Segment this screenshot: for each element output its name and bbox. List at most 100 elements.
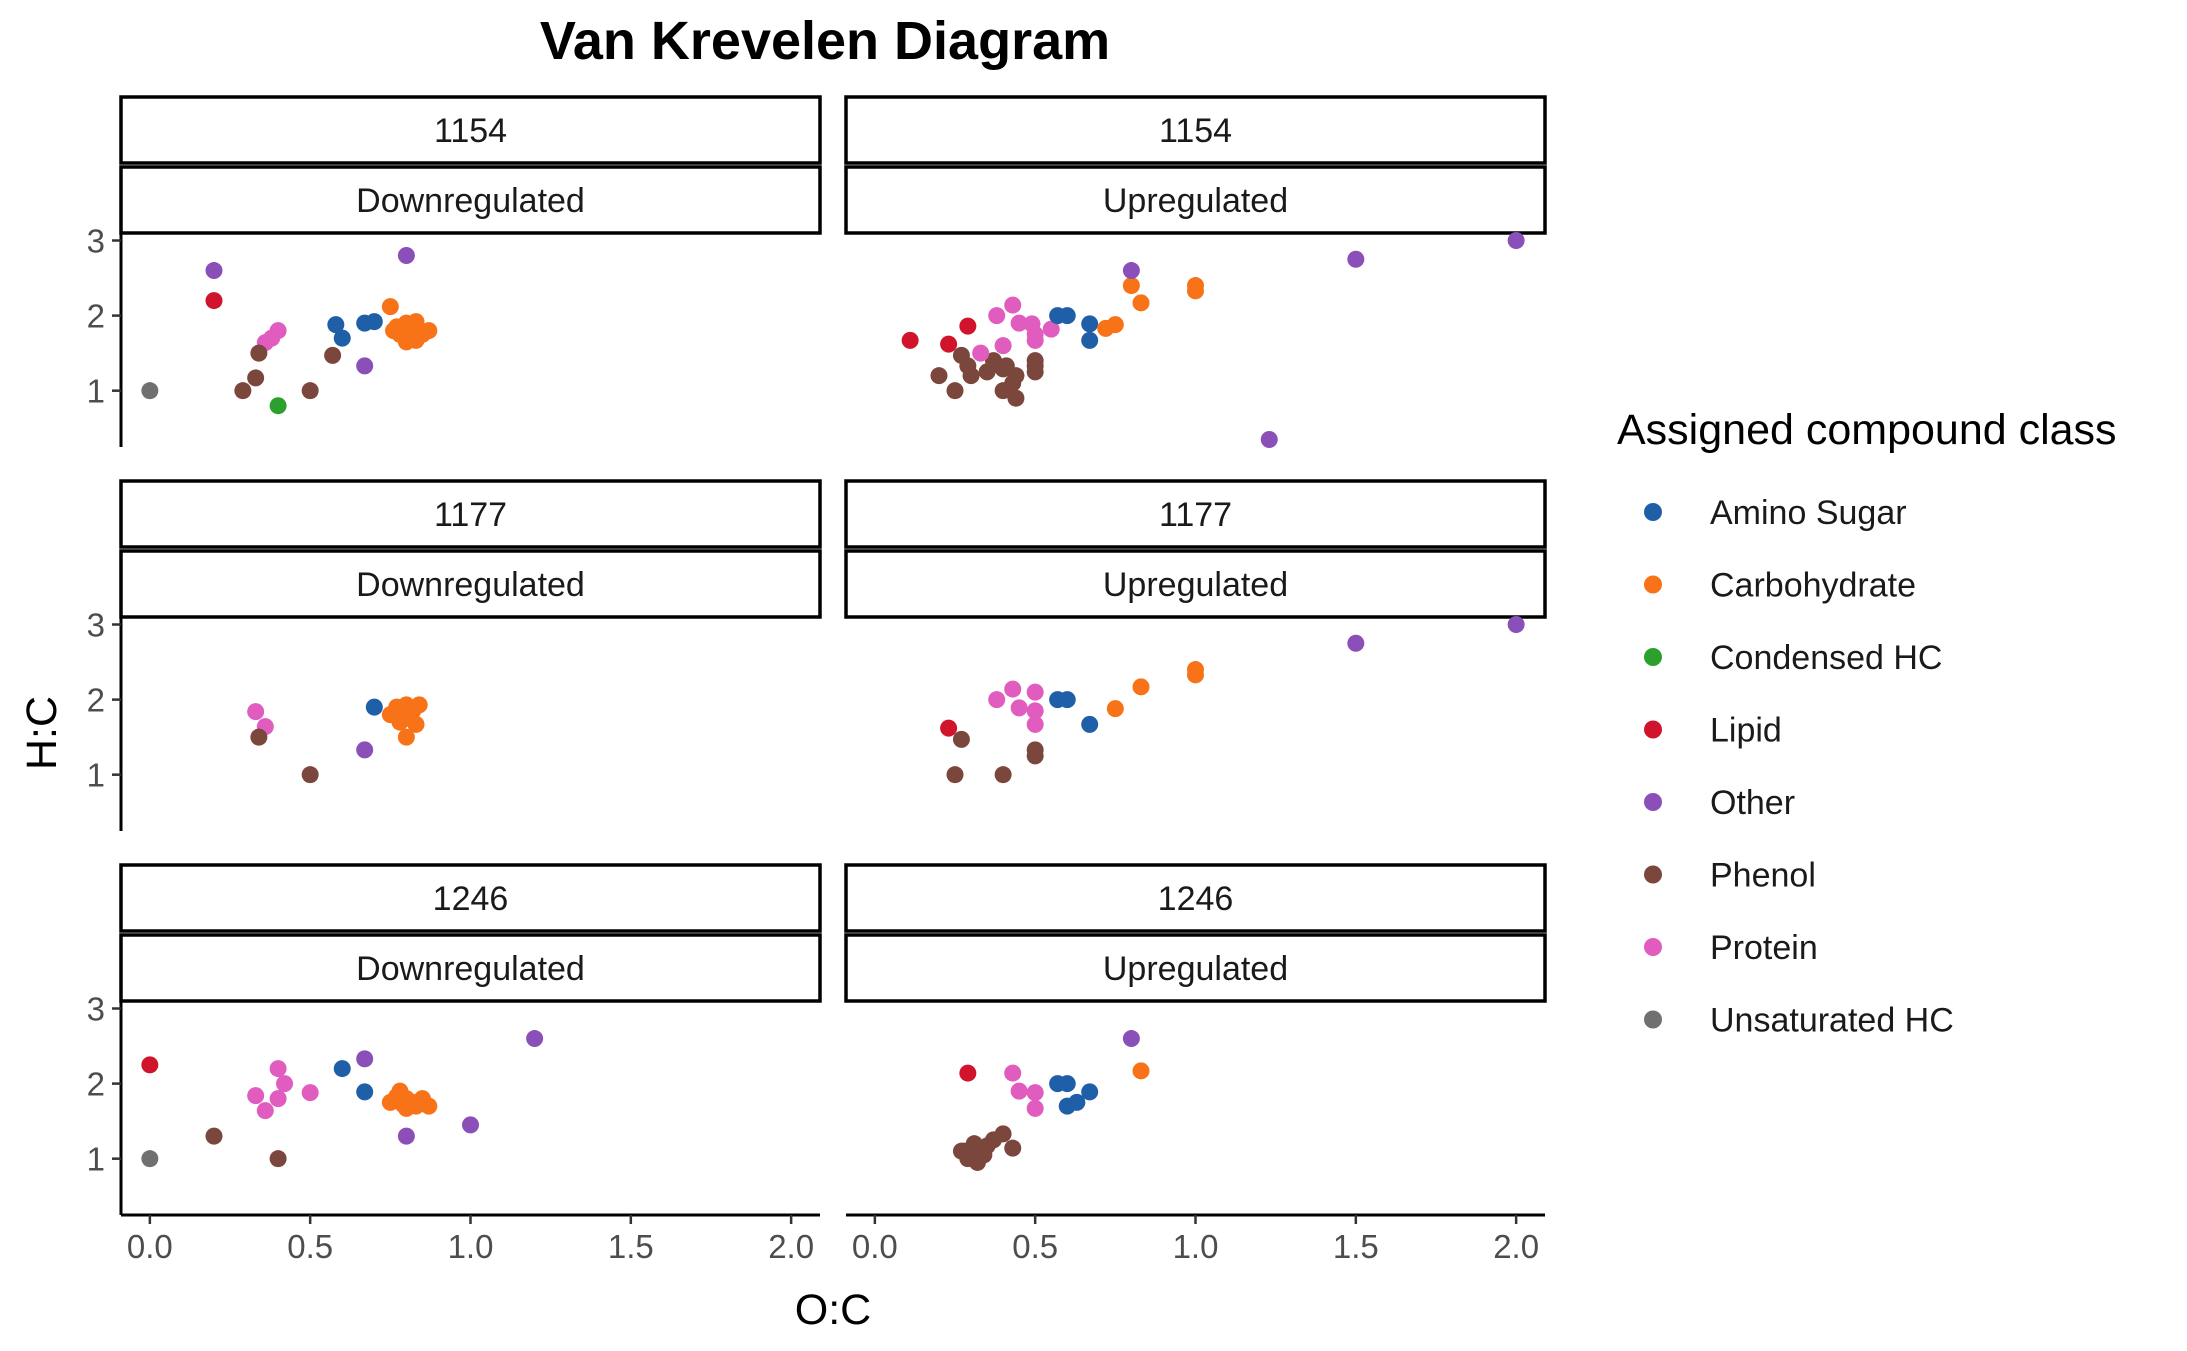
legend-key-amino-sugar (1644, 503, 1662, 521)
facet-strip-top (844, 479, 1547, 549)
legend-key-phenol (1644, 865, 1662, 884)
data-point-carbohydrate (394, 1096, 412, 1114)
data-point-carbohydrate (420, 322, 438, 340)
facet-strip-bottom (119, 549, 822, 619)
facet-panel: 1246 Downregulated 1 2 3 0.0 0.5 1.0 1.5 2.0 (87, 863, 822, 1265)
data-point-other (356, 357, 374, 375)
data-point-carbohydrate (1132, 294, 1150, 312)
data-point-phenol (930, 367, 948, 385)
data-point-phenol (1026, 747, 1044, 765)
x-tick-label: 1.5 (608, 1228, 654, 1265)
data-point-phenol (946, 766, 964, 784)
data-point-amino-sugar (1081, 315, 1099, 333)
data-point-phenol (234, 382, 252, 400)
data-point-carbohydrate (381, 298, 399, 316)
data-point-carbohydrate (410, 696, 428, 714)
facet-strip-bottom-label: Upregulated (1103, 950, 1288, 988)
facet-strip-bottom-label: Downregulated (356, 566, 585, 604)
facet-strip-bottom (844, 933, 1547, 1003)
data-point-protein (988, 307, 1006, 325)
data-point-protein (256, 1102, 274, 1120)
facet-panel: 1177 Upregulated (844, 479, 1547, 784)
facet-strip-bottom-label: Upregulated (1103, 566, 1288, 604)
data-point-protein (301, 1084, 319, 1102)
legend: Assigned compound class Amino Sugar Carbo… (1617, 406, 2117, 1040)
data-point-carbohydrate (1187, 282, 1204, 300)
legend-label: Condensed HC (1710, 639, 1942, 677)
data-point-other (1347, 634, 1365, 652)
data-point-protein (1010, 314, 1028, 332)
data-point-protein (269, 1060, 287, 1078)
data-point-carbohydrate (407, 715, 425, 733)
data-point-carbohydrate (397, 728, 415, 746)
data-point-phenol (269, 1150, 287, 1168)
facet-strip-top-label: 1154 (1159, 112, 1232, 150)
data-point-other (1122, 262, 1140, 280)
facet-panels: 1154 Downregulated 1 2 3 1154 Upregulated 1177 D… (87, 95, 1547, 1265)
facet-strip-top-label: 1246 (433, 880, 509, 918)
data-point-phenol (994, 766, 1012, 784)
legend-label: Other (1710, 784, 1795, 822)
facet-strip-top-label: 1246 (1158, 880, 1234, 918)
data-point-carbohydrate (407, 331, 425, 349)
y-tick-label: 2 (87, 682, 105, 719)
data-point-carbohydrate (1187, 666, 1204, 684)
data-point-other (1347, 250, 1365, 268)
data-point-protein (1010, 1082, 1028, 1100)
data-point-carbohydrate (1106, 316, 1124, 334)
data-point-protein (1042, 320, 1060, 338)
data-point-carbohydrate (1122, 277, 1140, 295)
data-point-lipid (959, 1064, 977, 1082)
data-point-phenol (1026, 352, 1044, 370)
data-point-amino-sugar (356, 1083, 374, 1101)
data-point-phenol (946, 382, 964, 400)
data-point-amino-sugar (365, 698, 383, 716)
legend-label: Protein (1710, 929, 1818, 967)
data-point-unsaturated-hc (141, 1150, 159, 1168)
legend-label: Unsaturated HC (1710, 1002, 1954, 1040)
facet-strip-bottom-label: Downregulated (356, 950, 585, 988)
x-tick-label: 2.0 (1493, 1228, 1539, 1265)
data-point-lipid (205, 292, 223, 310)
x-tick-label: 1.0 (448, 1228, 494, 1265)
data-point-protein (263, 329, 281, 347)
data-point-carbohydrate (407, 313, 425, 331)
legend-label: Carbohydrate (1710, 567, 1916, 605)
data-point-protein (1026, 325, 1044, 343)
data-point-amino-sugar (1058, 691, 1076, 709)
data-point-phenol (994, 1125, 1012, 1143)
data-point-protein (1026, 683, 1044, 701)
data-point-carbohydrate (388, 318, 406, 336)
legend-key-protein (1644, 938, 1662, 956)
data-point-amino-sugar (1081, 331, 1099, 349)
facet-strip-bottom-label: Upregulated (1103, 182, 1288, 220)
data-point-protein (1026, 1084, 1044, 1102)
data-point-lipid (141, 1056, 159, 1074)
data-point-amino-sugar (1068, 1093, 1086, 1111)
facet-strip-top-label: 1177 (1159, 496, 1232, 534)
data-point-amino-sugar (1081, 1083, 1099, 1101)
data-point-lipid (940, 719, 958, 737)
data-point-protein (247, 1087, 265, 1105)
legend-label: Amino Sugar (1710, 494, 1907, 532)
x-tick-label: 0.5 (287, 1228, 333, 1265)
data-point-other (397, 1127, 415, 1145)
data-point-phenol (250, 344, 268, 362)
legend-key-lipid (1644, 720, 1662, 739)
data-point-other (526, 1030, 544, 1048)
facet-panel: 1154 Downregulated 1 2 3 (87, 95, 822, 447)
y-tick-label: 2 (87, 1066, 105, 1103)
legend-label: Lipid (1710, 712, 1782, 750)
data-point-condensed-hc (269, 397, 287, 415)
data-point-carbohydrate (1132, 1062, 1150, 1080)
data-point-other (1122, 1030, 1140, 1048)
data-point-lipid (940, 335, 958, 353)
data-point-protein (988, 691, 1006, 709)
x-axis-title: O:C (795, 1286, 871, 1334)
x-tick-label: 1.0 (1173, 1228, 1219, 1265)
data-point-phenol (250, 728, 268, 746)
legend-key-carbohydrate (1644, 575, 1662, 594)
data-point-other (205, 262, 223, 280)
facet-strip-bottom (844, 549, 1547, 619)
